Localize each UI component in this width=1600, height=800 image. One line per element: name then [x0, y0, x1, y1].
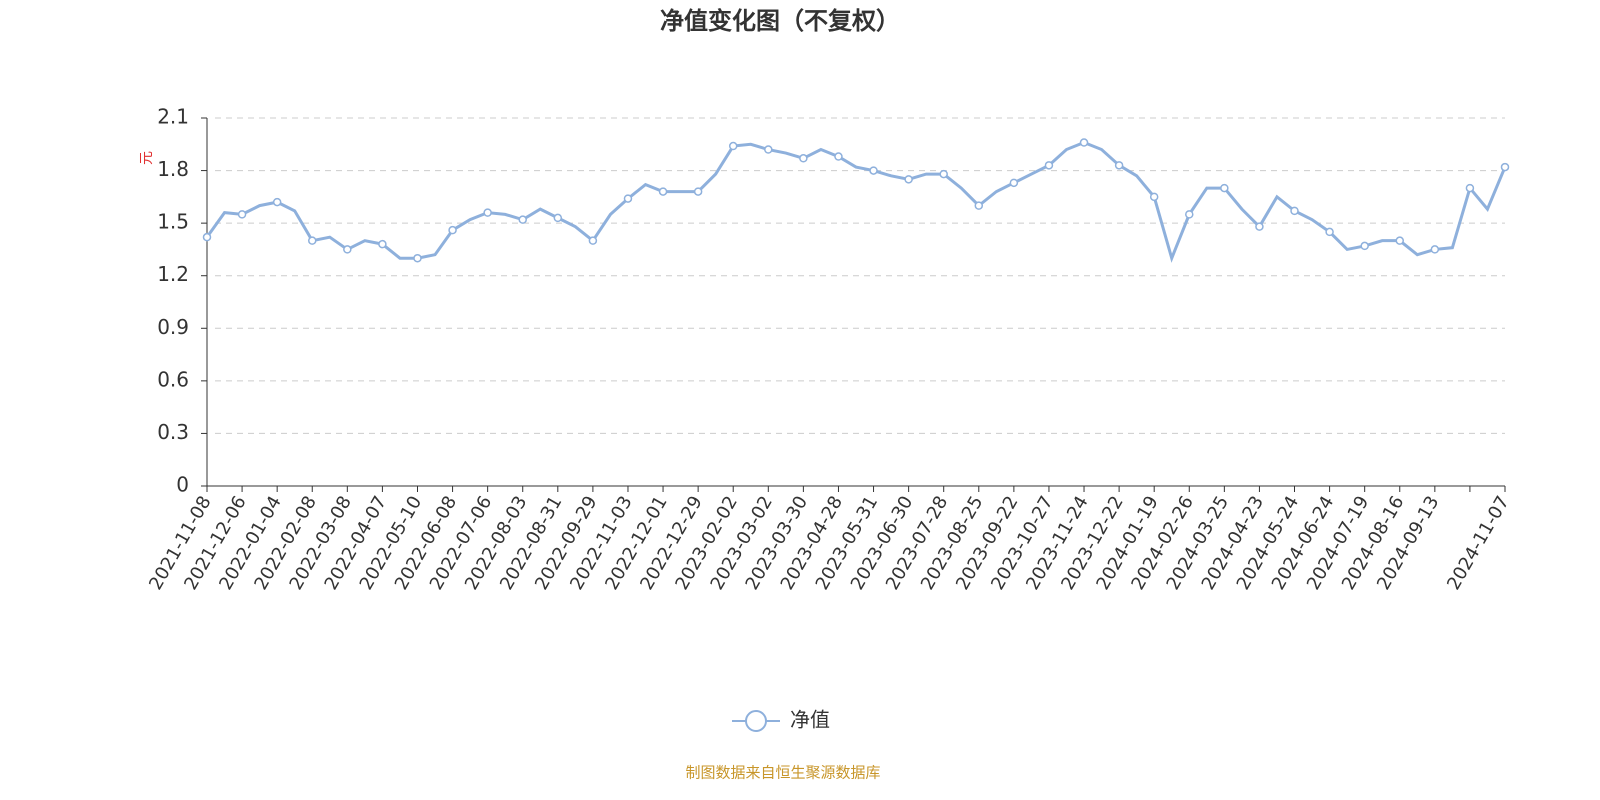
point — [1009, 178, 1019, 188]
point — [1185, 210, 1194, 219]
point — [939, 169, 948, 179]
point — [272, 197, 282, 207]
y-tick-label: 1.8 — [157, 157, 189, 181]
point — [1500, 162, 1510, 172]
point — [518, 215, 527, 224]
point — [1255, 222, 1264, 231]
point — [1290, 206, 1299, 216]
point — [1465, 183, 1475, 193]
x-tick-label: 2024-11-07 — [1443, 493, 1513, 594]
y-tick-label: 0 — [176, 473, 189, 497]
point — [869, 166, 878, 175]
y-tick-label: 2.1 — [157, 105, 189, 129]
point — [378, 239, 387, 249]
point — [974, 201, 984, 210]
y-tick-label: 0.9 — [157, 315, 189, 339]
point — [1325, 227, 1334, 237]
point — [904, 175, 913, 184]
point — [483, 208, 492, 217]
point — [202, 232, 212, 242]
point — [1114, 161, 1124, 170]
y-tick-label: 0.6 — [157, 367, 189, 391]
point — [1149, 192, 1159, 202]
point — [764, 145, 773, 154]
legend-label: 净值 — [790, 708, 830, 732]
point — [1079, 138, 1089, 147]
point — [623, 194, 633, 203]
y-tick-label: 1.2 — [157, 262, 189, 286]
point — [1395, 236, 1405, 245]
point — [693, 187, 703, 196]
line — [205, 140, 1507, 263]
point — [1044, 161, 1054, 170]
point — [307, 236, 317, 245]
legend-marker — [745, 710, 767, 732]
point — [799, 154, 808, 163]
y-axis-label: 元 — [139, 151, 155, 165]
chart-title: 净值变化图（不复权） — [660, 7, 900, 35]
point — [834, 152, 843, 161]
point — [1220, 183, 1229, 193]
point — [1360, 241, 1369, 251]
point — [1430, 245, 1440, 254]
point — [658, 187, 668, 196]
point — [237, 210, 247, 219]
point — [448, 225, 457, 235]
point — [553, 213, 563, 223]
source-note: 制图数据来自恒生聚源数据库 — [685, 764, 880, 782]
point — [728, 141, 738, 151]
y-tick-label: 0.3 — [157, 420, 189, 444]
y-tick-label: 1.5 — [157, 210, 189, 234]
point — [343, 245, 352, 254]
point — [413, 253, 422, 263]
point — [588, 236, 598, 245]
